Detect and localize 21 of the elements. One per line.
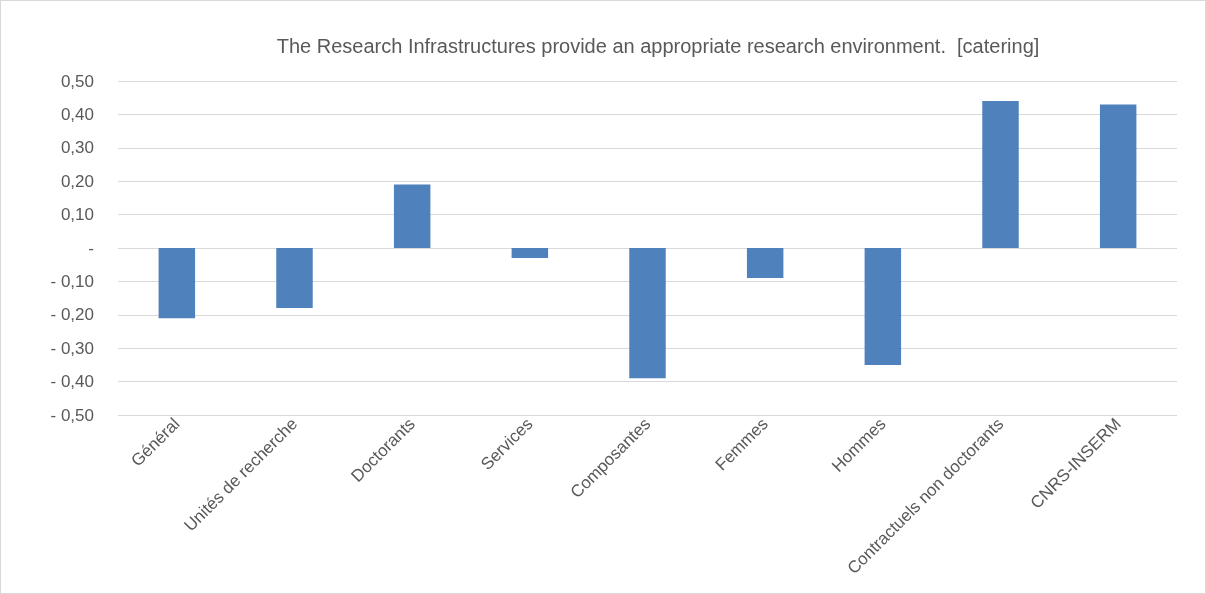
bar: [629, 248, 666, 379]
chart-title: The Research Infrastructures provide an appropriate research environment. [catering]: [276, 35, 1040, 57]
y-tick-label: -: [88, 238, 94, 258]
bar: [982, 101, 1019, 248]
bar: [158, 248, 196, 319]
y-tick-label: - 0,20: [50, 305, 94, 325]
bar: [276, 248, 313, 309]
y-tick-label: 0,40: [60, 104, 94, 124]
y-tick-label: 0,20: [60, 171, 94, 191]
bar: [864, 248, 902, 365]
bar: [511, 248, 549, 259]
y-tick-label: 0,50: [60, 71, 94, 91]
y-tick-label: 0,10: [60, 205, 94, 225]
y-tick-label: - 0,10: [50, 271, 94, 291]
y-tick-label: 0,30: [60, 138, 94, 158]
y-tick-label: - 0,50: [50, 405, 94, 425]
bar: [746, 248, 784, 279]
y-tick-label: - 0,30: [50, 338, 94, 358]
bar: [1099, 104, 1137, 248]
y-tick-label: - 0,40: [50, 372, 94, 392]
bar: [393, 184, 431, 248]
